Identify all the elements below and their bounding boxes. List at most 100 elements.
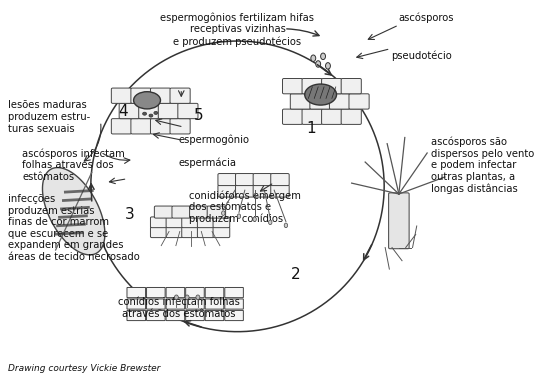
FancyBboxPatch shape [111, 119, 131, 134]
FancyBboxPatch shape [197, 227, 214, 237]
FancyBboxPatch shape [181, 227, 198, 237]
Text: espermogônio: espermogônio [179, 135, 250, 145]
Text: espermácia: espermácia [179, 158, 237, 168]
FancyBboxPatch shape [166, 310, 185, 320]
FancyBboxPatch shape [119, 103, 140, 119]
FancyBboxPatch shape [341, 78, 361, 94]
Ellipse shape [196, 295, 200, 300]
Text: 4: 4 [118, 104, 128, 119]
FancyBboxPatch shape [111, 88, 131, 103]
FancyBboxPatch shape [166, 288, 185, 298]
FancyBboxPatch shape [218, 173, 237, 185]
FancyBboxPatch shape [282, 109, 302, 125]
FancyBboxPatch shape [253, 185, 271, 197]
FancyBboxPatch shape [150, 217, 167, 228]
FancyBboxPatch shape [178, 103, 198, 119]
FancyBboxPatch shape [225, 310, 244, 320]
FancyBboxPatch shape [147, 288, 165, 298]
Circle shape [154, 111, 158, 114]
Text: ascósporos: ascósporos [399, 12, 455, 23]
FancyBboxPatch shape [131, 119, 151, 134]
FancyBboxPatch shape [181, 217, 198, 228]
Ellipse shape [222, 211, 225, 215]
FancyBboxPatch shape [197, 217, 214, 228]
FancyBboxPatch shape [147, 310, 165, 320]
FancyBboxPatch shape [205, 310, 224, 320]
Text: lesões maduras
produzem estru-
turas sexuais: lesões maduras produzem estru- turas sex… [8, 100, 90, 133]
FancyBboxPatch shape [127, 299, 146, 309]
Text: Drawing courtesy Vickie Brewster: Drawing courtesy Vickie Brewster [8, 364, 160, 373]
Text: infecções
produzem estrias
finas de cor marrom
que escurecem e se
expandem em gr: infecções produzem estrias finas de cor … [8, 194, 140, 262]
Ellipse shape [174, 295, 178, 300]
FancyBboxPatch shape [154, 206, 173, 218]
FancyBboxPatch shape [322, 78, 342, 94]
FancyBboxPatch shape [131, 88, 151, 103]
Polygon shape [43, 168, 105, 255]
FancyBboxPatch shape [190, 206, 208, 218]
Ellipse shape [185, 295, 189, 300]
Text: espermogônios fertilizam hifas
receptivas vizinhas
e produzem pseudotécios: espermogônios fertilizam hifas receptiva… [160, 12, 314, 47]
FancyBboxPatch shape [186, 299, 204, 309]
FancyBboxPatch shape [158, 103, 178, 119]
FancyBboxPatch shape [172, 206, 190, 218]
FancyBboxPatch shape [302, 109, 322, 125]
FancyBboxPatch shape [186, 288, 204, 298]
FancyBboxPatch shape [322, 109, 342, 125]
FancyBboxPatch shape [186, 310, 204, 320]
Ellipse shape [269, 220, 272, 225]
FancyBboxPatch shape [271, 173, 289, 185]
Ellipse shape [316, 61, 320, 67]
FancyBboxPatch shape [139, 103, 159, 119]
Text: ascósporos são
dispersos pelo vento
e podem infectar
outras plantas, a
longas di: ascósporos são dispersos pelo vento e po… [431, 137, 534, 194]
Text: 3: 3 [125, 207, 135, 222]
FancyBboxPatch shape [310, 94, 330, 109]
FancyBboxPatch shape [127, 310, 146, 320]
FancyBboxPatch shape [235, 173, 254, 185]
Ellipse shape [284, 223, 288, 228]
FancyBboxPatch shape [170, 88, 190, 103]
FancyBboxPatch shape [213, 217, 230, 228]
FancyBboxPatch shape [150, 88, 171, 103]
Ellipse shape [325, 62, 330, 69]
FancyBboxPatch shape [213, 227, 230, 237]
FancyBboxPatch shape [166, 227, 183, 237]
Text: conidióforos emergem
dos estômatos e
produzem conídios: conidióforos emergem dos estômatos e pro… [189, 190, 300, 225]
Circle shape [149, 114, 153, 117]
Circle shape [143, 112, 147, 115]
FancyBboxPatch shape [205, 299, 224, 309]
FancyBboxPatch shape [253, 173, 271, 185]
Ellipse shape [311, 55, 316, 61]
FancyBboxPatch shape [127, 288, 146, 298]
Ellipse shape [320, 53, 325, 60]
FancyBboxPatch shape [170, 119, 190, 134]
FancyBboxPatch shape [150, 227, 167, 237]
Text: conídios infectam folhas
através dos estômatos: conídios infectam folhas através dos est… [118, 297, 240, 319]
FancyBboxPatch shape [150, 119, 171, 134]
FancyBboxPatch shape [329, 94, 349, 109]
Ellipse shape [305, 84, 336, 105]
FancyBboxPatch shape [207, 206, 226, 218]
Text: 2: 2 [292, 267, 301, 282]
FancyBboxPatch shape [225, 299, 244, 309]
Ellipse shape [134, 92, 160, 109]
FancyBboxPatch shape [225, 288, 244, 298]
Text: 5: 5 [193, 108, 203, 123]
Text: ascósporos infectam
folhas através dos
estômatos: ascósporos infectam folhas através dos e… [22, 148, 125, 182]
FancyBboxPatch shape [302, 78, 322, 94]
FancyBboxPatch shape [341, 109, 361, 125]
FancyBboxPatch shape [166, 217, 183, 228]
FancyBboxPatch shape [205, 288, 224, 298]
FancyBboxPatch shape [218, 185, 237, 197]
FancyBboxPatch shape [166, 299, 185, 309]
FancyBboxPatch shape [147, 299, 165, 309]
FancyBboxPatch shape [389, 193, 409, 249]
FancyBboxPatch shape [349, 94, 369, 109]
FancyBboxPatch shape [290, 94, 311, 109]
Text: 1: 1 [306, 121, 316, 136]
Ellipse shape [253, 217, 256, 222]
FancyBboxPatch shape [235, 185, 254, 197]
Text: pseudotécio: pseudotécio [391, 50, 452, 61]
FancyBboxPatch shape [271, 185, 289, 197]
FancyBboxPatch shape [282, 78, 302, 94]
Ellipse shape [237, 214, 241, 218]
